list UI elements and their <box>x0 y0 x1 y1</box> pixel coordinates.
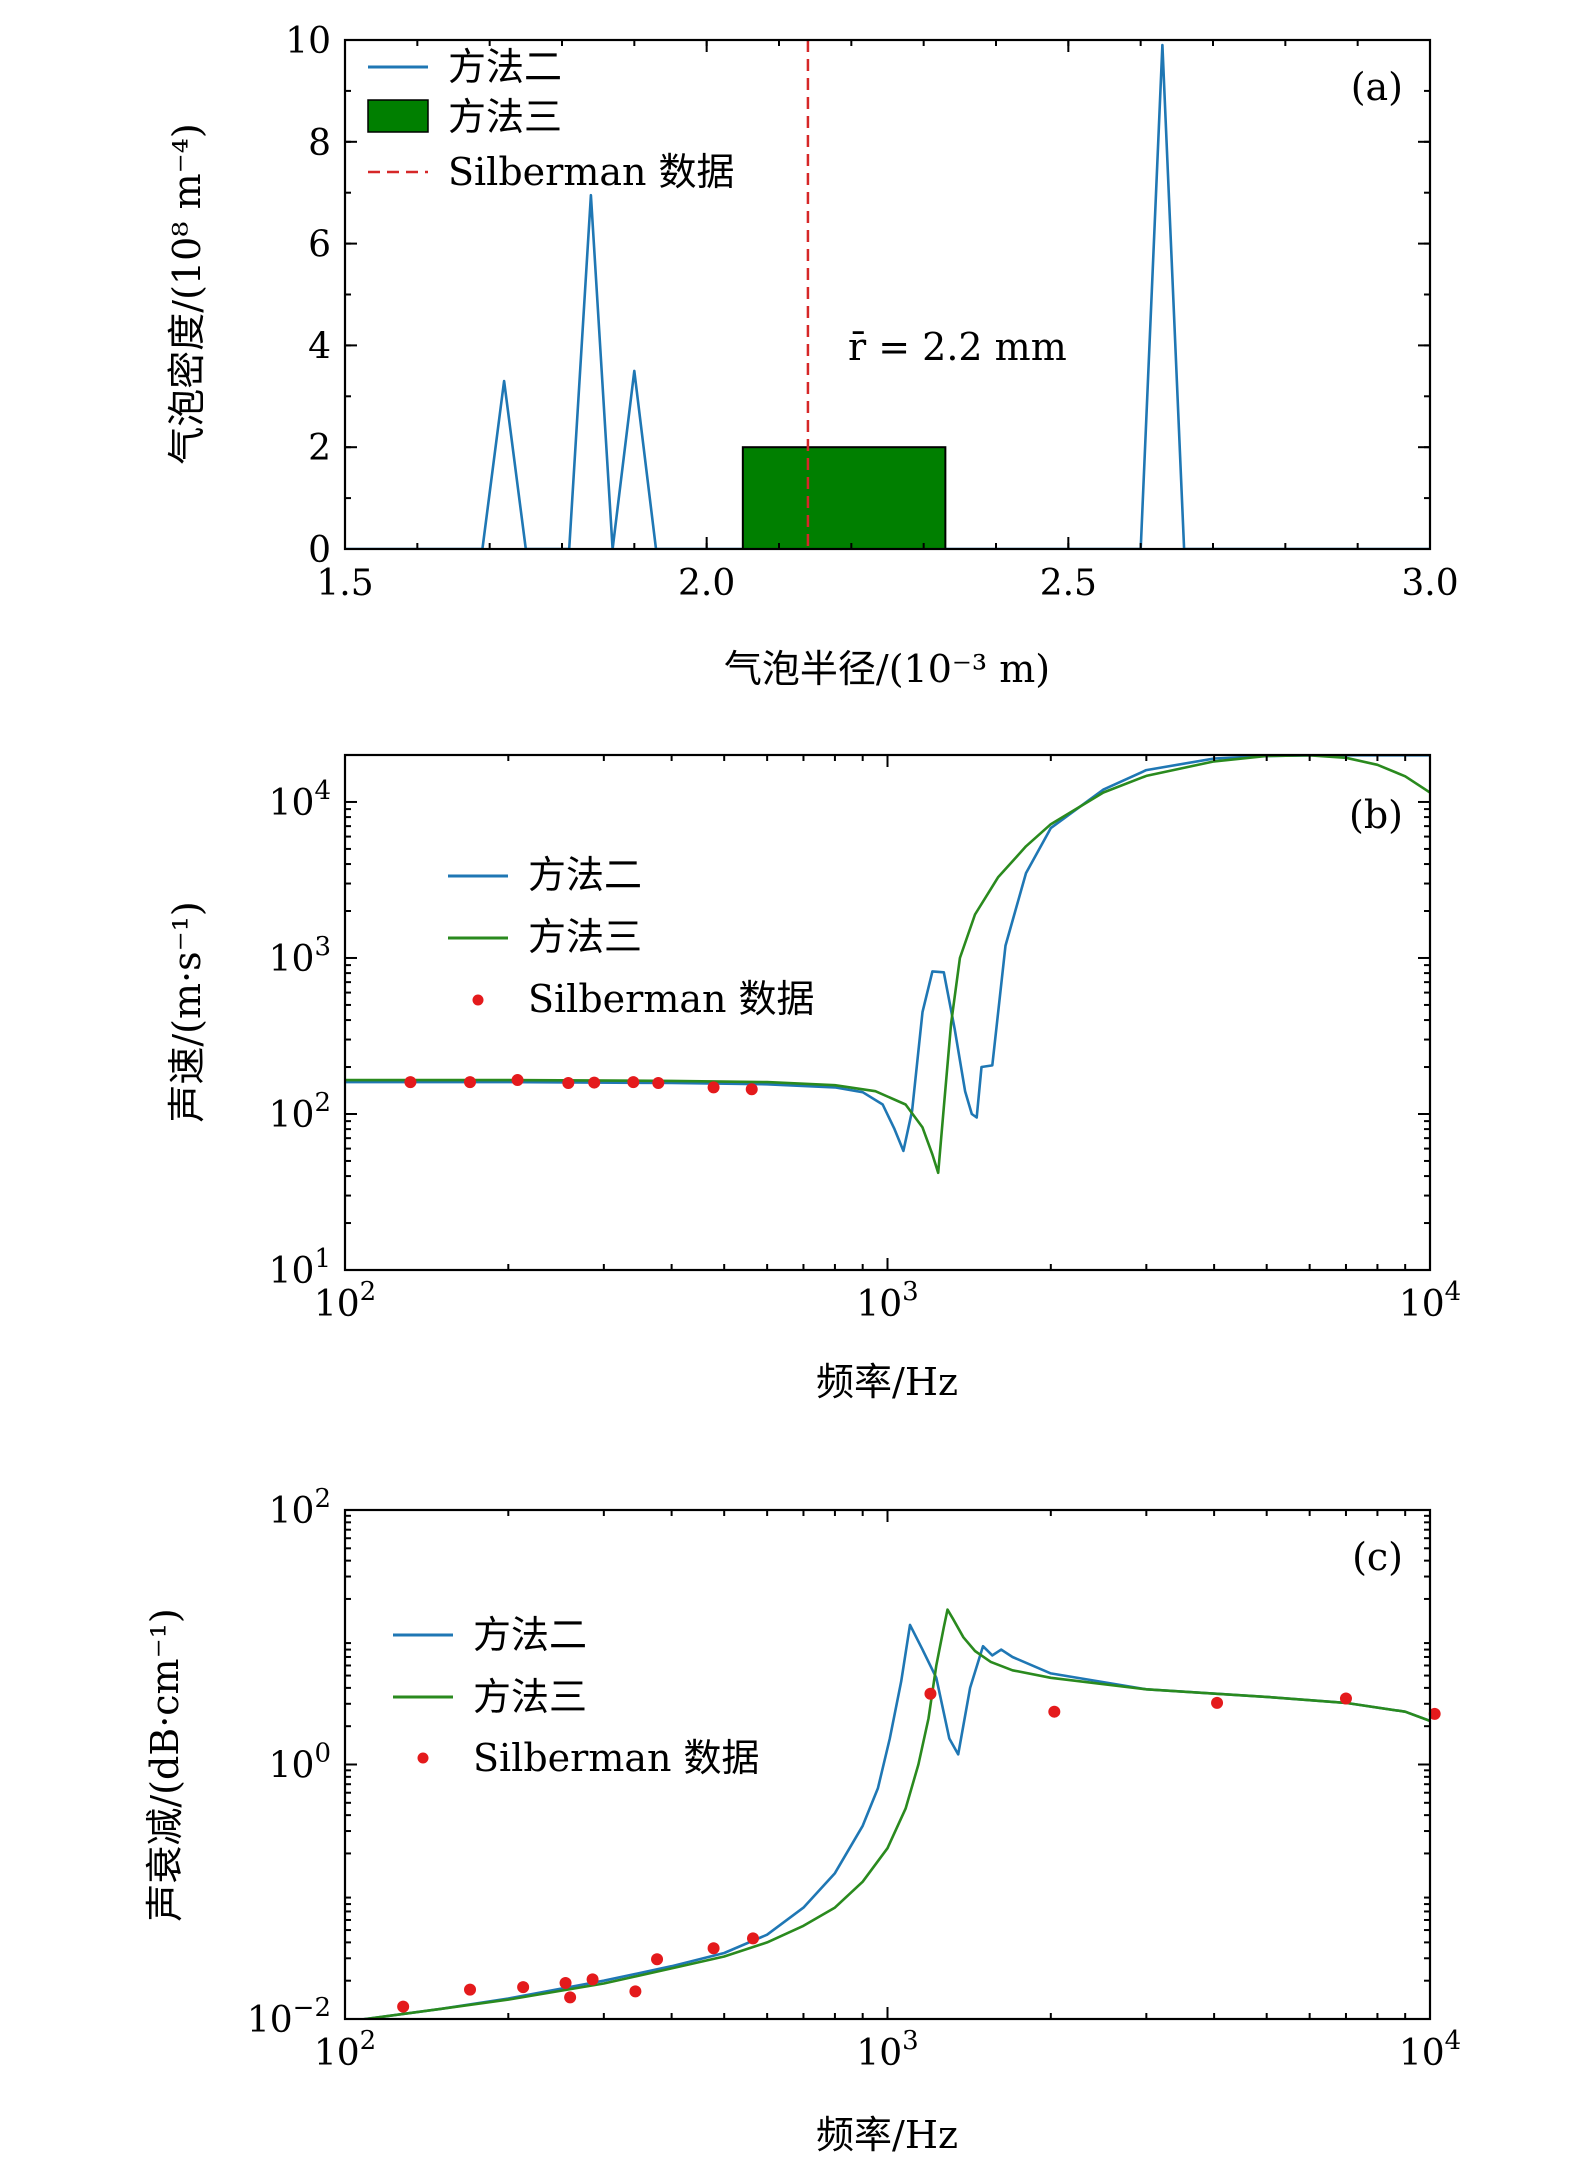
silberman-point <box>586 1973 599 1986</box>
panel-c-marks <box>356 1608 1430 2019</box>
panel-a-marks <box>345 40 1430 549</box>
silberman-point <box>464 1983 477 1996</box>
silberman-point <box>707 1081 720 1094</box>
x-tick-label: 102 <box>314 1277 376 1325</box>
legend-label-method-2: 方法二 <box>473 1613 587 1657</box>
x-tick-label: 2.5 <box>1040 563 1097 604</box>
x-tick-label: 3.0 <box>1401 563 1458 604</box>
legend-label-method-3: 方法三 <box>528 915 642 959</box>
series-line-2 <box>345 755 1430 1175</box>
panel-a-legend: 方法二 方法三 Silberman 数据 <box>367 45 735 194</box>
y-tick-label: 8 <box>308 123 331 164</box>
y-tick-label: 102 <box>269 1484 331 1532</box>
panel-c-ylabel: 声衰减/(dB·cm⁻¹) <box>143 1608 187 1921</box>
x-tick-label: 104 <box>1399 2026 1461 2074</box>
y-tick-label: 102 <box>269 1088 331 1136</box>
legend-swatch-silberman <box>472 994 484 1006</box>
y-tick-label: 100 <box>269 1739 331 1787</box>
silberman-point <box>745 1083 758 1096</box>
series-line-1 <box>345 755 1430 1153</box>
panel-a-axes: 1.5 2.0 2.5 3.0 0 2 4 6 8 10 <box>285 21 1458 604</box>
y-tick-label: 2 <box>308 428 331 469</box>
x-tick-label: 103 <box>856 2026 918 2074</box>
panel-b-xlabel: 频率/Hz <box>816 1360 958 1404</box>
silberman-point <box>511 1074 524 1087</box>
series-line-1 <box>345 43 1430 549</box>
silberman-point <box>562 1076 575 1089</box>
y-tick-label: 104 <box>269 776 331 824</box>
silberman-point <box>746 1932 759 1945</box>
panel-c-plot-area <box>356 1608 1441 2019</box>
silberman-point <box>924 1687 937 1700</box>
legend-label-method-3: 方法三 <box>448 95 562 139</box>
panel-a-plot-area <box>345 40 1430 549</box>
silberman-point <box>1339 1692 1352 1705</box>
silberman-point <box>627 1076 640 1089</box>
silberman-point <box>629 1985 642 1998</box>
panel-b-ylabel: 声速/(m·s⁻¹) <box>165 901 209 1122</box>
panel-c-tag: (c) <box>1352 1535 1403 1579</box>
panel-c-legend: 方法二 方法三 Silberman 数据 <box>393 1613 760 1780</box>
y-tick-label: 10 <box>285 21 331 62</box>
panel-b-legend: 方法二 方法三 Silberman 数据 <box>448 853 815 1021</box>
x-tick-label: 2.0 <box>678 563 735 604</box>
series-line-1 <box>356 1623 1430 2019</box>
silberman-point <box>464 1076 477 1089</box>
legend-label-method-3: 方法三 <box>473 1675 587 1719</box>
bar-method-3 <box>741 446 947 549</box>
panel-a-xlabel: 气泡半径/(10⁻³ m) <box>724 647 1050 691</box>
panel-a-bubble-density: 1.5 2.0 2.5 3.0 0 2 4 6 8 10 气泡半径/(10⁻³ m) 气泡密度/(… <box>165 21 1459 691</box>
panel-a-tag: (a) <box>1351 65 1403 109</box>
x-tick-label: 103 <box>856 1277 918 1325</box>
panel-b-plot-area <box>345 755 1430 1175</box>
silberman-point <box>651 1953 664 1966</box>
y-tick-label: 4 <box>308 326 331 367</box>
series-line-2 <box>356 1608 1430 2019</box>
silberman-point <box>1211 1696 1224 1709</box>
silberman-point <box>588 1076 601 1089</box>
silberman-point <box>652 1076 665 1089</box>
x-tick-label: 104 <box>1399 1277 1461 1325</box>
panel-a-ylabel: 气泡密度/(10⁸ m⁻⁴) <box>165 123 209 464</box>
legend-swatch-silberman <box>417 1752 429 1764</box>
silberman-point <box>1048 1705 1061 1718</box>
y-tick-label: 103 <box>269 932 331 980</box>
panel-c-xlabel: 频率/Hz <box>816 2113 958 2157</box>
x-tick-label: 1.5 <box>316 563 373 604</box>
panel-a-radius-annotation: r̄ = 2.2 mm <box>848 325 1067 369</box>
panel-b-tag: (b) <box>1349 793 1403 837</box>
silberman-point <box>564 1991 577 2004</box>
y-tick-label: 0 <box>308 530 331 571</box>
silberman-point <box>559 1976 572 1989</box>
silberman-point <box>404 1076 417 1089</box>
panel-c-axes: 102 103 104 10−2 100 102 <box>247 1484 1461 2074</box>
legend-label-method-2: 方法二 <box>448 45 562 89</box>
y-tick-label: 10−2 <box>247 1993 331 2041</box>
legend-label-method-2: 方法二 <box>528 853 642 897</box>
legend-swatch-method-3 <box>367 99 429 133</box>
silberman-point <box>1428 1707 1441 1720</box>
silberman-point <box>707 1942 720 1955</box>
legend-label-silberman: Silberman 数据 <box>473 1736 760 1780</box>
panel-b-frame <box>343 753 1432 1272</box>
y-tick-label: 101 <box>269 1244 331 1292</box>
y-tick-label: 6 <box>308 225 331 266</box>
x-tick-label: 102 <box>314 2026 376 2074</box>
silberman-point <box>517 1981 530 1994</box>
legend-label-silberman: Silberman 数据 <box>528 977 815 1021</box>
silberman-point <box>397 2000 410 2013</box>
panel-b-marks <box>345 755 1430 1175</box>
legend-label-silberman: Silberman 数据 <box>448 150 735 194</box>
